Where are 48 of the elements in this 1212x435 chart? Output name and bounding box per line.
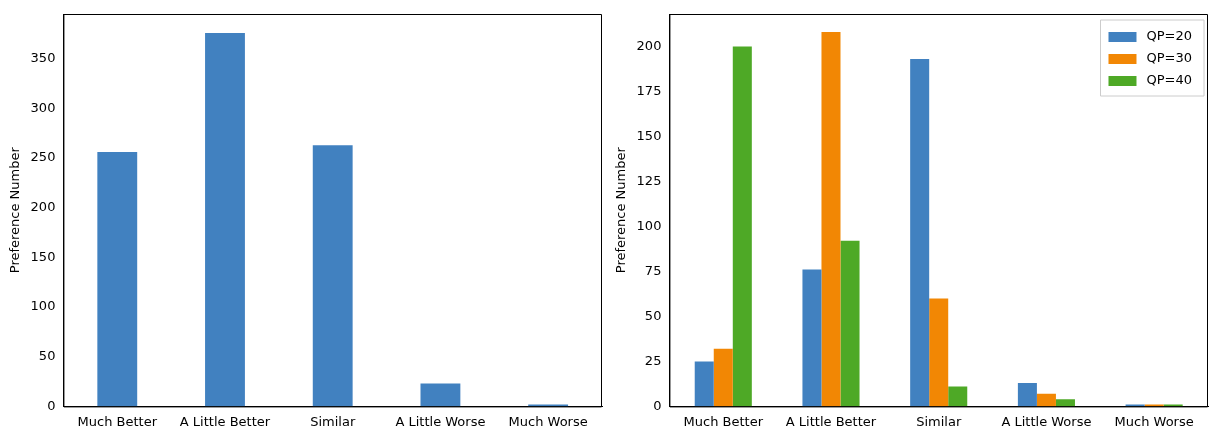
y-axis-title: Preference Number <box>613 146 629 274</box>
y-tick-label: 0 <box>47 397 56 413</box>
y-tick-label: 200 <box>636 37 662 53</box>
legend-label: QP=20 <box>1146 28 1193 44</box>
bar <box>910 59 930 407</box>
x-tick-label: A Little Better <box>785 413 877 429</box>
bar <box>713 348 733 407</box>
bar <box>1055 399 1075 407</box>
bar <box>312 145 353 407</box>
y-axis-title: Preference Number <box>7 146 23 274</box>
x-tick-label: Similar <box>310 413 356 429</box>
y-tick-label: 150 <box>30 248 56 264</box>
y-tick-label: 125 <box>636 172 662 188</box>
y-tick-label: 25 <box>644 352 662 368</box>
x-tick-label: A Little Worse <box>395 413 486 429</box>
legend-label: QP=40 <box>1146 72 1193 88</box>
y-tick-label: 100 <box>30 298 56 314</box>
bar <box>694 361 714 407</box>
y-tick-label: 250 <box>30 149 56 165</box>
x-tick-label: A Little Better <box>179 413 271 429</box>
x-tick-label: Much Worse <box>508 413 588 429</box>
y-tick-label: 75 <box>644 262 662 278</box>
bar <box>1017 383 1037 407</box>
bar <box>929 298 949 407</box>
x-tick-label: Much Better <box>683 413 764 429</box>
x-tick-label: A Little Worse <box>1001 413 1092 429</box>
bar <box>205 32 245 407</box>
bar <box>948 386 968 407</box>
y-tick-label: 350 <box>30 50 56 66</box>
x-tick-label: Much Worse <box>1114 413 1194 429</box>
bar <box>420 383 461 407</box>
bar <box>840 240 860 407</box>
y-tick-label: 175 <box>636 82 662 98</box>
y-tick-label: 150 <box>636 127 662 143</box>
bar <box>732 46 752 407</box>
bar <box>97 152 138 407</box>
y-tick-label: 300 <box>30 99 56 115</box>
y-tick-label: 50 <box>644 307 662 323</box>
bar <box>802 269 822 407</box>
y-tick-label: 0 <box>653 397 662 413</box>
bar <box>1036 393 1056 407</box>
x-tick-label: Similar <box>916 413 962 429</box>
y-tick-label: 50 <box>38 348 56 364</box>
y-tick-label: 100 <box>636 217 662 233</box>
y-tick-label: 200 <box>30 199 56 215</box>
x-tick-label: Much Better <box>77 413 158 429</box>
bar <box>821 32 841 407</box>
legend-label: QP=30 <box>1146 50 1193 66</box>
